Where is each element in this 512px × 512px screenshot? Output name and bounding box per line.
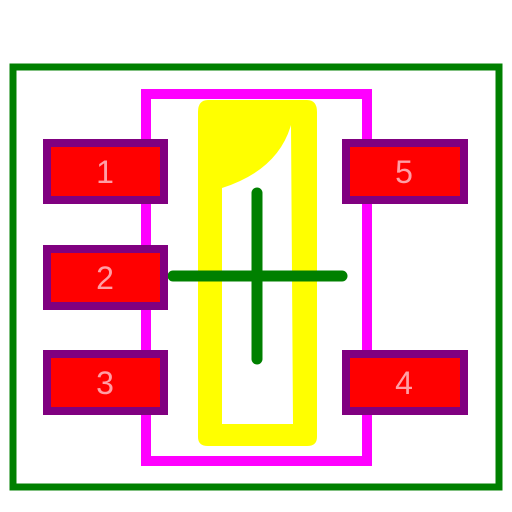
pad-3-label: 3 — [96, 365, 114, 401]
pad-2: 2 — [43, 245, 168, 310]
pad-5-label: 5 — [395, 154, 413, 190]
pad-4: 4 — [342, 350, 468, 415]
pad-5: 5 — [342, 139, 468, 204]
pad-2-label: 2 — [96, 260, 114, 296]
courtyard-outline — [9, 63, 503, 491]
pad-4-body — [342, 350, 468, 415]
pad-1-label: 1 — [96, 154, 114, 190]
pad-3: 3 — [43, 350, 168, 415]
pad-1: 1 — [43, 139, 168, 204]
pad-5-body — [342, 139, 468, 204]
pad-3-body — [43, 350, 168, 415]
pad-4-label: 4 — [395, 365, 413, 401]
pad-1-body — [43, 139, 168, 204]
pad-2-body — [43, 245, 168, 310]
